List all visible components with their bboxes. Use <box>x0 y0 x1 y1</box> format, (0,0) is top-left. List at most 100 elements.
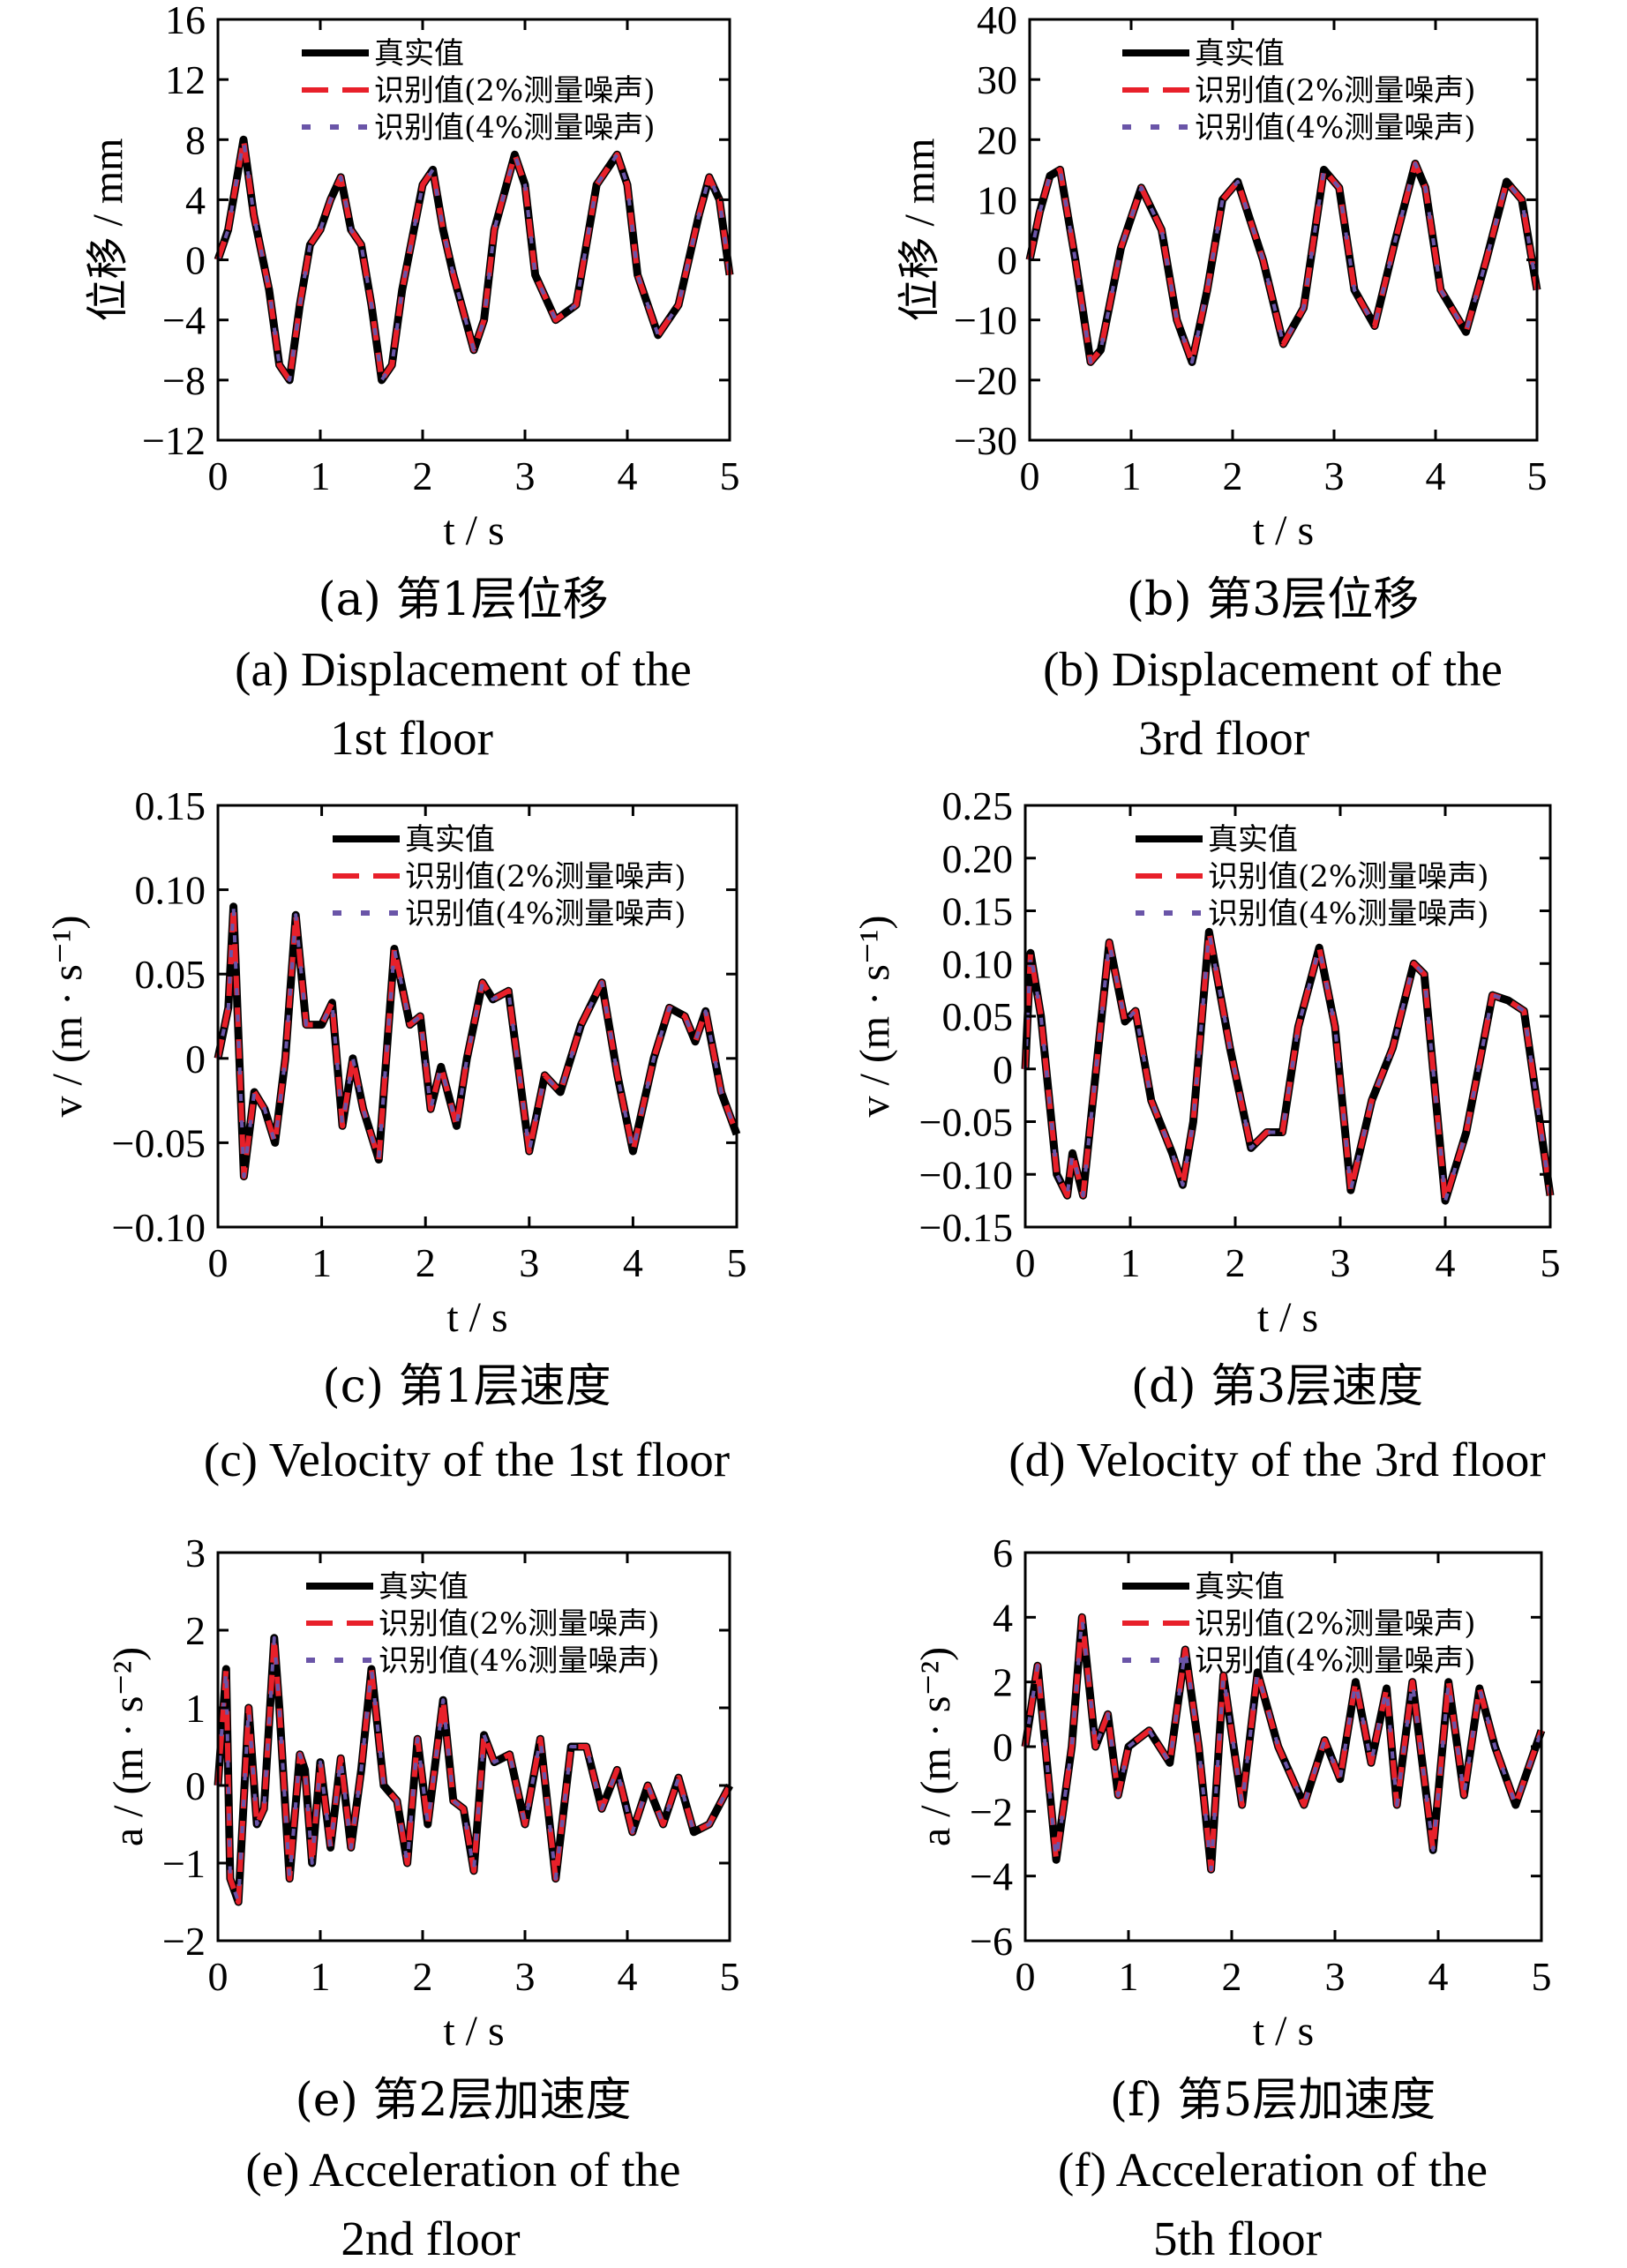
legend-label: 识别值(4%测量噪声) <box>1208 896 1488 932</box>
caption-chinese: (d) 第3层速度 <box>1131 1360 1423 1413</box>
series-noise-4pct-line <box>216 904 739 1179</box>
caption-chinese: (f) 第5层加速度 <box>1110 2074 1436 2127</box>
x-axis-label: t / s <box>443 2008 504 2055</box>
x-tick-label: 5 <box>1532 1954 1552 1999</box>
chart-panel-b: 0 1 2 3 4 5 −30 −20 −10 0 10 20 30 40 t / s 位移 / mm 真实值识… <box>896 0 1548 765</box>
x-tick-label: 1 <box>311 1954 331 1999</box>
x-tick-label: 0 <box>208 1240 229 1285</box>
x-tick-label: 3 <box>1324 453 1345 498</box>
y-tick-label: 0.25 <box>942 783 1014 828</box>
legend-label: 真实值 <box>1208 822 1298 857</box>
y-tick-label: 0 <box>997 238 1017 283</box>
y-tick-label: 8 <box>185 117 206 162</box>
chart-panel-c: 0 1 2 3 4 5 −0.10 −0.05 0 0.05 0.10 0.15 t / s v / (m… <box>44 783 747 1486</box>
caption-english-line2: 1st floor <box>330 711 493 765</box>
legend-label: 真实值 <box>1195 36 1285 71</box>
series-noise-4pct-line <box>216 1636 731 1904</box>
caption-english: (c) Velocity of the 1st floor <box>204 1433 730 1486</box>
legend-label: 识别值(2%测量噪声) <box>1208 859 1488 894</box>
caption-chinese: (e) 第2层加速度 <box>296 2074 632 2127</box>
y-tick-label: −20 <box>954 358 1017 403</box>
caption-english-line2: 3rd floor <box>1138 711 1309 765</box>
y-tick-label: 0.15 <box>135 783 206 828</box>
x-tick-label: 0 <box>1016 1240 1036 1285</box>
y-tick-label: 16 <box>165 0 206 42</box>
y-tick-label: −30 <box>954 418 1017 463</box>
x-tick-label: 3 <box>515 1954 536 1999</box>
x-tick-label: 4 <box>1428 1954 1449 1999</box>
x-tick-label: 2 <box>416 1240 436 1285</box>
caption-english-line1: (b) Displacement of the <box>1043 642 1503 696</box>
y-tick-label: 0.05 <box>942 994 1014 1039</box>
x-tick-label: 5 <box>1527 453 1548 498</box>
series-noise-2pct-line <box>1023 929 1553 1204</box>
y-tick-label: 0.05 <box>135 952 206 997</box>
y-axis-label: v / (m · s⁻¹) <box>44 915 91 1117</box>
caption-chinese: (c) 第1层速度 <box>322 1360 611 1413</box>
y-tick-label: −1 <box>162 1841 206 1886</box>
legend-label: 识别值(2%测量噪声) <box>1195 73 1475 109</box>
series-noise-4pct-line <box>1023 930 1552 1203</box>
caption-chinese: (a) 第1层位移 <box>318 573 608 626</box>
y-tick-label: 40 <box>977 0 1017 42</box>
y-tick-label: 10 <box>977 177 1017 222</box>
y-tick-label: 0 <box>185 1763 206 1808</box>
series-noise-2pct-line <box>215 137 732 383</box>
y-axis-label: 位移 / mm <box>85 138 131 321</box>
caption-english-line2: 5th floor <box>1153 2212 1322 2265</box>
x-tick-label: 1 <box>311 1240 332 1285</box>
x-tick-label: 2 <box>413 1954 433 1999</box>
x-tick-label: 3 <box>1325 1954 1346 1999</box>
x-tick-label: 1 <box>1121 453 1142 498</box>
plot-frame <box>216 1551 731 1942</box>
y-tick-label: −2 <box>970 1789 1013 1834</box>
y-tick-label: 4 <box>993 1595 1013 1640</box>
series-noise-4pct-line <box>1023 1615 1543 1872</box>
x-tick-label: 2 <box>1223 453 1243 498</box>
x-tick-label: 0 <box>208 1954 229 1999</box>
legend-label: 识别值(2%测量噪声) <box>379 1606 659 1642</box>
y-tick-label: 20 <box>977 117 1017 162</box>
y-tick-label: 0 <box>993 1725 1013 1770</box>
x-tick-label: 0 <box>208 453 229 498</box>
y-tick-label: 0.10 <box>135 868 206 913</box>
x-tick-label: 2 <box>1222 1954 1242 1999</box>
legend-label: 识别值(4%测量噪声) <box>379 1643 659 1679</box>
y-tick-label: −12 <box>142 418 206 463</box>
x-tick-label: 4 <box>1436 1240 1456 1285</box>
y-tick-label: 0 <box>185 1037 206 1082</box>
y-tick-label: −8 <box>162 358 206 403</box>
legend-label: 识别值(4%测量噪声) <box>374 110 655 146</box>
x-axis-label: t / s <box>443 507 504 554</box>
y-tick-label: −0.10 <box>112 1205 206 1250</box>
y-tick-label: −10 <box>954 298 1017 343</box>
x-tick-label: 5 <box>727 1240 747 1285</box>
x-tick-label: 5 <box>720 1954 740 1999</box>
x-tick-label: 3 <box>515 453 536 498</box>
caption-english-line1: (e) Acceleration of the <box>245 2143 680 2197</box>
plot-frame <box>216 804 739 1229</box>
legend-label: 识别值(4%测量噪声) <box>1195 1643 1475 1679</box>
x-axis-label: t / s <box>1253 507 1314 554</box>
x-axis-label: t / s <box>1257 1294 1318 1341</box>
series-noise-4pct-line <box>1028 161 1539 364</box>
y-tick-label: 0.20 <box>942 836 1014 881</box>
y-axis-label: a / (m · s⁻²) <box>912 1647 959 1846</box>
chart-panel-d: 0 1 2 3 4 5 −0.15 −0.10 −0.05 0 0.05 0.10 0.15 0.20 0.… <box>851 783 1561 1486</box>
caption-english: (d) Velocity of the 3rd floor <box>1008 1433 1545 1486</box>
x-tick-label: 1 <box>1121 1240 1141 1285</box>
y-tick-label: 0 <box>185 238 206 283</box>
y-tick-label: 6 <box>993 1531 1013 1576</box>
chart-panel-f: 0 1 2 3 4 5 −6 −4 −2 0 2 4 6 t / s a / (m · s⁻²) 真实值识别值… <box>912 1531 1552 2265</box>
x-tick-label: 4 <box>1426 453 1446 498</box>
x-tick-label: 1 <box>1119 1954 1139 1999</box>
y-axis-label: 位移 / mm <box>896 138 943 321</box>
x-tick-label: 5 <box>1541 1240 1561 1285</box>
legend-label: 识别值(4%测量噪声) <box>405 896 686 932</box>
x-tick-label: 4 <box>623 1240 643 1285</box>
x-tick-label: 1 <box>311 453 331 498</box>
